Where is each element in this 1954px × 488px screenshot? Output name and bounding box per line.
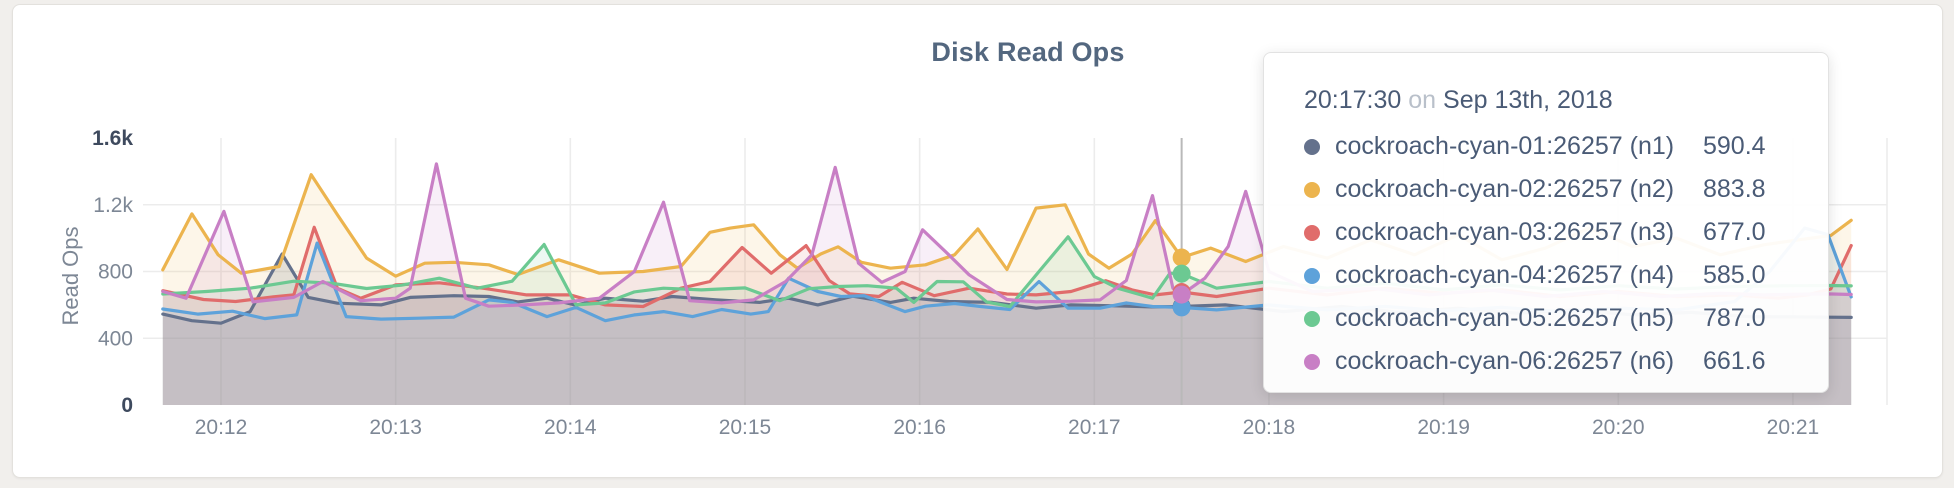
y-tick-label: 1.6k [92,127,133,150]
x-tick-label: 20:19 [1417,416,1470,439]
series-value: 585.0 [1703,261,1766,289]
y-tick-label: 1.2k [93,194,133,217]
series-value: 883.8 [1703,175,1766,203]
series-color-dot [1304,353,1320,370]
x-tick-label: 20:21 [1767,416,1820,439]
tooltip-time: 20:17:30 [1304,86,1402,114]
series-name: cockroach-cyan-04:26257 (n4) [1335,261,1675,289]
y-tick-label: 400 [98,327,133,350]
y-tick-label: 0 [121,394,133,417]
series-value: 677.0 [1703,218,1766,246]
tooltip-rows: cockroach-cyan-01:26257 (n1) 590.4 cockr… [1304,125,1804,383]
series-value: 590.4 [1703,132,1766,160]
series-name: cockroach-cyan-02:26257 (n2) [1335,175,1675,203]
x-tick-label: 20:17 [1068,416,1121,439]
series-value: 787.0 [1703,304,1766,332]
series-color-dot [1304,224,1320,241]
series-value: 661.6 [1703,347,1766,375]
series-name: cockroach-cyan-01:26257 (n1) [1335,132,1675,160]
tooltip-row: cockroach-cyan-01:26257 (n1) 590.4 [1304,125,1804,168]
x-tick-label: 20:12 [195,416,248,439]
hover-point-dots [1172,248,1191,317]
series-color-dot [1304,267,1320,284]
tooltip-row: cockroach-cyan-04:26257 (n4) 585.0 [1304,254,1804,297]
x-tick-label: 20:16 [893,416,946,439]
y-tick-label: 800 [98,261,133,284]
hover-point-dot [1172,285,1191,304]
chart-title: Disk Read Ops [931,37,1125,67]
tooltip-date: Sep 13th, 2018 [1443,86,1613,114]
hover-point-dot [1172,298,1191,317]
x-tick-label: 20:18 [1243,416,1296,439]
series-color-dot [1304,181,1320,198]
x-tick-label: 20:14 [544,416,597,439]
x-tick-label: 20:15 [719,416,772,439]
x-tick-label: 20:20 [1592,416,1645,439]
tooltip-row: cockroach-cyan-03:26257 (n3) 677.0 [1304,211,1804,254]
axis-labels: 0 400 800 1.2k 1.6k 20:12 20:13 20:14 20:15 20:16… [92,127,1819,439]
series-name: cockroach-cyan-05:26257 (n5) [1335,304,1675,332]
hover-point-dot [1172,248,1191,267]
tooltip-conjunction: on [1408,86,1437,114]
tooltip-row: cockroach-cyan-02:26257 (n2) 883.8 [1304,168,1804,211]
tooltip-row: cockroach-cyan-06:26257 (n6) 661.6 [1304,340,1804,383]
series-color-dot [1304,138,1320,155]
series-name: cockroach-cyan-06:26257 (n6) [1335,347,1675,375]
x-tick-label: 20:13 [369,416,422,439]
tooltip-header: 20:17:30 on Sep 13th, 2018 [1304,85,1804,115]
hover-point-dot [1172,264,1191,283]
series-name: cockroach-cyan-03:26257 (n3) [1335,218,1675,246]
chart-tooltip: 20:17:30 on Sep 13th, 2018 cockroach-cya… [1263,52,1829,393]
tooltip-row: cockroach-cyan-05:26257 (n5) 787.0 [1304,297,1804,340]
series-color-dot [1304,310,1320,327]
